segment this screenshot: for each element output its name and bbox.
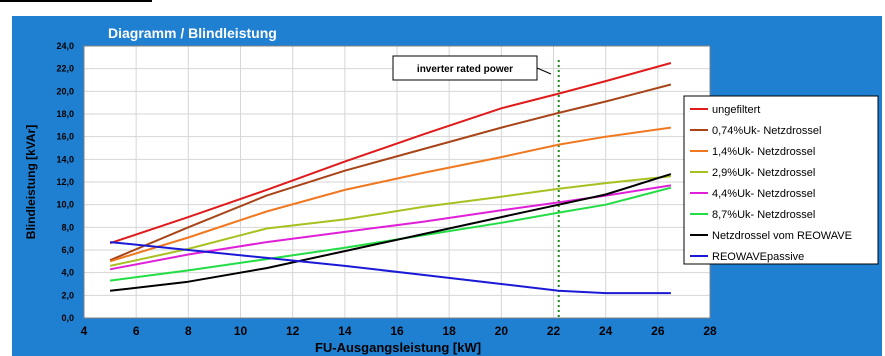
annotation-box <box>392 55 538 81</box>
x-tick-label: 28 <box>703 324 717 338</box>
series-lines <box>109 62 672 295</box>
series-line <box>109 62 672 245</box>
y-tick-label: 20,0 <box>56 86 74 96</box>
x-tick-labels: 4 6 8 10 12 14 16 18 20 22 24 26 28 <box>81 324 717 338</box>
y-tick-labels: 0,0 2,0 4,0 6,0 8,0 10,0 12,0 14,0 16,0 18,0 20,0 2… <box>56 41 74 323</box>
x-tick-label: 18 <box>442 324 456 338</box>
series-line <box>109 126 672 263</box>
series-line <box>109 186 672 282</box>
x-tick-label: 6 <box>133 324 140 338</box>
annotation: inverter rated power <box>392 55 552 81</box>
y-tick-label: 10,0 <box>56 200 74 210</box>
legend-label: 1,4%Uk- Netzdrossel <box>712 146 815 158</box>
annotation-text: inverter rated power <box>417 64 513 75</box>
y-tick-label: 8,0 <box>61 222 74 232</box>
y-tick-label: 16,0 <box>56 132 74 142</box>
x-tick-label: 24 <box>599 324 613 338</box>
series-line <box>109 241 671 295</box>
y-tick-label: 14,0 <box>56 154 74 164</box>
y-tick-label: 22,0 <box>56 64 74 74</box>
x-tick-label: 22 <box>547 324 561 338</box>
y-tick-label: 2,0 <box>61 290 74 300</box>
x-tick-label: 26 <box>651 324 665 338</box>
legend: ungefiltert 0,74%Uk- Netzdrossel 1,4%Uk- N… <box>683 95 879 265</box>
legend-label: 2,9%Uk- Netzdrossel <box>712 167 815 179</box>
annotation-pointer <box>536 67 552 75</box>
y-tick-label: 24,0 <box>56 41 74 51</box>
y-tick-label: 18,0 <box>56 109 74 119</box>
y-tick-label: 12,0 <box>56 177 74 187</box>
legend-box <box>683 95 879 265</box>
series-line <box>109 175 672 267</box>
top-rule <box>0 0 152 2</box>
y-tick-label: 4,0 <box>61 268 74 278</box>
series-line <box>109 173 672 292</box>
legend-label: REOWAVEpassive <box>712 251 804 263</box>
chart-title: Diagramm / Blindleistung <box>108 25 277 41</box>
x-axis-label: FU-Ausgangsleistung [kW] <box>315 340 481 355</box>
x-tick-label: 12 <box>286 324 300 338</box>
x-tick-label: 14 <box>338 324 352 338</box>
series-line <box>109 83 672 262</box>
x-tick-label: 8 <box>185 324 192 338</box>
legend-label: 4,4%Uk- Netzdrossel <box>712 188 815 200</box>
legend-label: ungefiltert <box>712 104 760 116</box>
y-tick-label: 6,0 <box>61 245 74 255</box>
x-tick-label: 4 <box>81 324 88 338</box>
legend-label: 8,7%Uk- Netzdrossel <box>712 209 815 221</box>
x-tick-label: 20 <box>495 324 509 338</box>
legend-label: Netzdrossel vom REOWAVE <box>712 230 852 242</box>
x-tick-label: 16 <box>390 324 404 338</box>
legend-label: 0,74%Uk- Netzdrossel <box>712 125 821 137</box>
y-tick-label: 0,0 <box>61 313 74 323</box>
x-tick-label: 10 <box>234 324 248 338</box>
y-axis-label: Blindleistung [kVAr] <box>24 125 38 239</box>
grid-lines <box>83 45 711 319</box>
